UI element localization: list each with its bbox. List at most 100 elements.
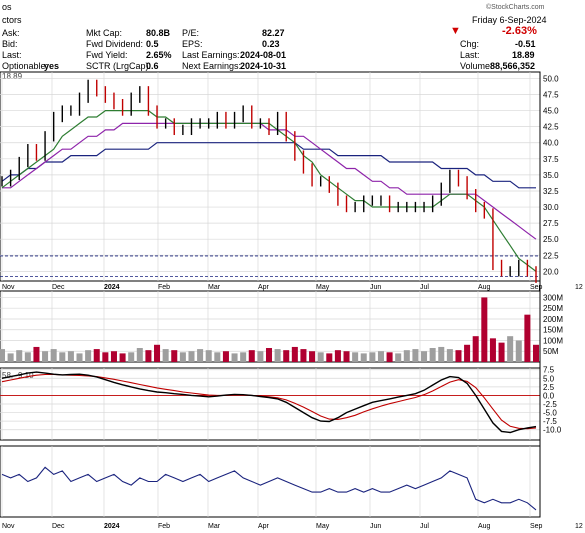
price-tick-label: 22.5 bbox=[543, 251, 559, 260]
stat-last-label: Last: bbox=[2, 50, 22, 60]
volume-bar bbox=[360, 353, 367, 362]
month-label-bottom: Feb bbox=[158, 523, 170, 530]
volume-bar bbox=[515, 340, 522, 362]
macd-tick-label: 7.5 bbox=[543, 366, 555, 375]
lower-indicator-line bbox=[1, 466, 537, 511]
volume-bar bbox=[472, 336, 479, 362]
stat-chg-value: -0.51 bbox=[515, 39, 536, 49]
volume-bar bbox=[326, 353, 333, 362]
month-label-bottom: Aug bbox=[478, 523, 491, 530]
macd-tick-label: 0.0 bbox=[543, 391, 555, 400]
volume-bar bbox=[524, 314, 531, 362]
stat-sctr-value: 0.6 bbox=[146, 61, 159, 71]
volume-bar bbox=[93, 349, 100, 362]
volume-bar bbox=[67, 351, 74, 362]
volume-bar bbox=[85, 350, 92, 362]
volume-bar bbox=[300, 349, 307, 362]
price-tick-label: 30.0 bbox=[543, 203, 559, 212]
volume-bar bbox=[317, 352, 324, 362]
volume-bar bbox=[489, 338, 496, 362]
price-tick-label: 32.5 bbox=[543, 187, 559, 196]
stat-nextearn-value: 2024-10-31 bbox=[240, 61, 287, 71]
month-label-bottom: Apr bbox=[258, 523, 270, 530]
change-pct-value: -2.63% bbox=[502, 25, 537, 37]
month-label-bottom: Jul bbox=[420, 523, 429, 530]
volume-bar bbox=[214, 352, 221, 362]
stat-nextearn-label: Next Earnings: bbox=[182, 61, 242, 71]
month-label-bottom: Dec bbox=[52, 523, 65, 530]
volume-bar bbox=[334, 350, 341, 362]
volume-tick-label: 100M bbox=[543, 336, 563, 345]
volume-bar bbox=[274, 349, 281, 362]
volume-bar bbox=[240, 352, 247, 362]
volume-bar bbox=[110, 351, 117, 362]
month-label-top: 2024 bbox=[104, 284, 120, 291]
volume-bar bbox=[481, 297, 488, 362]
volume-bar bbox=[421, 351, 428, 362]
stat-fwdyield-value: 2.65% bbox=[146, 50, 172, 60]
down-arrow-icon: ▼ bbox=[450, 25, 461, 37]
macd-tick-label: -5.0 bbox=[543, 409, 557, 418]
volume-bar bbox=[0, 349, 6, 362]
volume-bar bbox=[369, 352, 376, 362]
stat-volume-value: 88,566,352 bbox=[490, 61, 536, 71]
price-tick-label: 50.0 bbox=[543, 74, 559, 83]
volume-bar bbox=[222, 351, 229, 362]
volume-bar bbox=[377, 351, 384, 362]
price-tick-label: 45.0 bbox=[543, 107, 559, 116]
volume-bar bbox=[136, 348, 143, 362]
price-tick-label: 47.5 bbox=[543, 91, 559, 100]
volume-bar bbox=[248, 350, 255, 362]
volume-bar bbox=[50, 349, 57, 362]
volume-bar bbox=[16, 350, 23, 362]
price-tick-label: 20.0 bbox=[543, 267, 559, 276]
volume-bar bbox=[59, 352, 66, 362]
volume-bar bbox=[205, 350, 212, 362]
stat-eps-label: EPS: bbox=[182, 39, 203, 49]
brand-label: ©StockCharts.com bbox=[486, 4, 545, 11]
month-label-top: Jun bbox=[370, 284, 381, 291]
volume-bar bbox=[309, 351, 316, 362]
volume-bar bbox=[33, 346, 40, 362]
month-label-top: Apr bbox=[258, 284, 270, 291]
macd-tick-label: -10.0 bbox=[543, 426, 562, 435]
month-label-bottom: Jun bbox=[370, 523, 381, 530]
volume-bar bbox=[532, 344, 540, 362]
volume-bar bbox=[257, 351, 264, 362]
stat-volume-label: Volume: bbox=[460, 61, 493, 71]
volume-bar bbox=[162, 349, 169, 362]
volume-bar bbox=[438, 346, 445, 362]
month-label-bottom: 12 bbox=[575, 523, 583, 530]
macd-tick-label: 5.0 bbox=[543, 374, 555, 383]
stat-eps-value: 0.23 bbox=[262, 39, 280, 49]
stat-lastearn-value: 2024-08-01 bbox=[240, 50, 287, 60]
price-tick-label: 42.5 bbox=[543, 123, 559, 132]
volume-bar bbox=[498, 342, 505, 362]
macd-line bbox=[1, 371, 537, 434]
volume-bar bbox=[128, 352, 135, 362]
stat-lastearn-label: Last Earnings: bbox=[182, 50, 240, 60]
volume-bar bbox=[102, 352, 109, 362]
price-tick-label: 35.0 bbox=[543, 171, 559, 180]
volume-bar bbox=[171, 350, 178, 362]
price-tick-label: 40.0 bbox=[543, 139, 559, 148]
volume-bar bbox=[265, 348, 273, 362]
volume-bar bbox=[343, 351, 350, 362]
volume-bar bbox=[76, 353, 83, 362]
stat-optionable-value: yes bbox=[44, 61, 60, 71]
stat-last2-label: Last: bbox=[460, 50, 480, 60]
volume-tick-label: 300M bbox=[543, 293, 563, 302]
stat-pe-value: 82.27 bbox=[262, 28, 285, 38]
month-label-bottom: Mar bbox=[208, 523, 221, 530]
stat-fwdyield-label: Fwd Yield: bbox=[86, 50, 128, 60]
stat-pe-label: P/E: bbox=[182, 28, 200, 38]
volume-bar bbox=[507, 336, 514, 362]
macd-tick-label: -7.5 bbox=[543, 417, 557, 426]
month-label-bottom: Nov bbox=[2, 523, 15, 530]
volume-bar bbox=[145, 350, 152, 362]
volume-bar bbox=[412, 349, 419, 362]
month-label-top: Aug bbox=[478, 284, 491, 291]
month-label-top: 12 bbox=[575, 284, 583, 291]
volume-bar bbox=[395, 353, 402, 362]
